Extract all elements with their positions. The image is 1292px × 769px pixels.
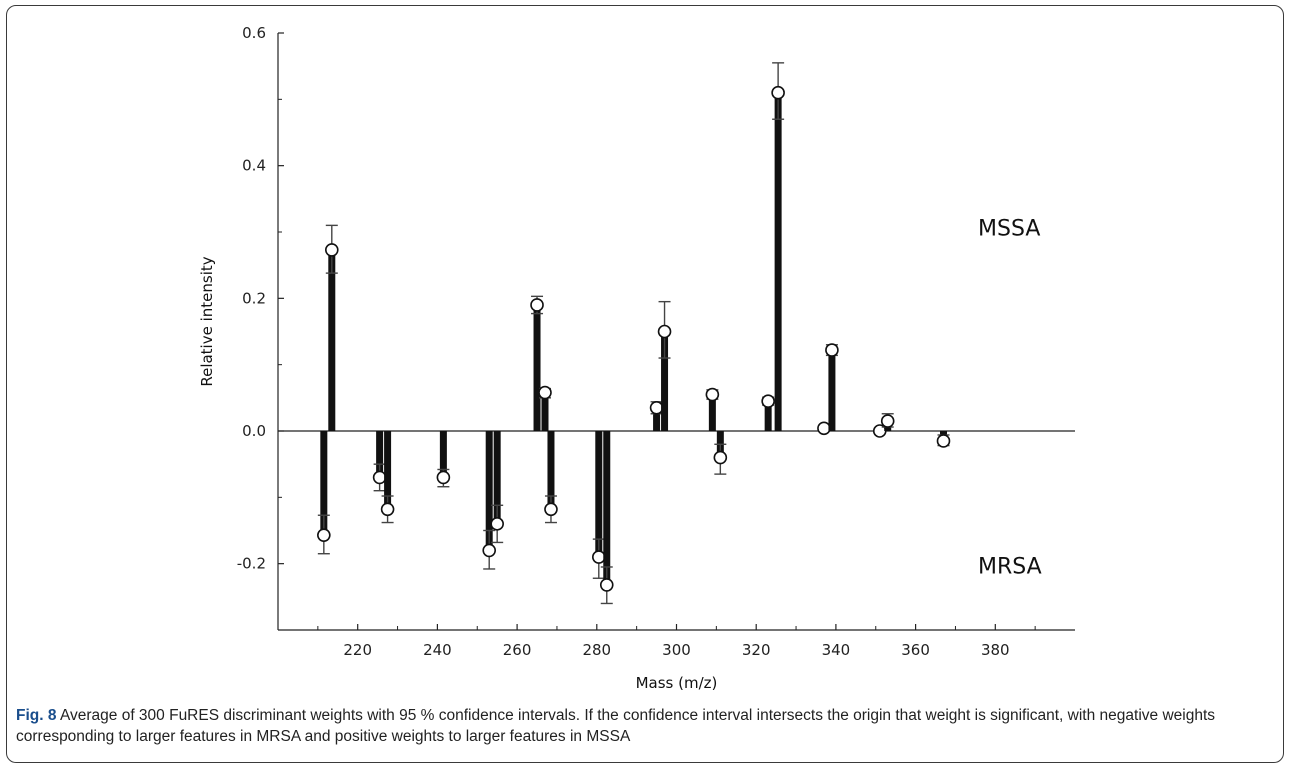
bar [828, 350, 836, 431]
data-point [936, 434, 951, 448]
bar [595, 431, 603, 558]
bar [533, 304, 541, 431]
data-point [880, 414, 895, 428]
data-point [436, 470, 451, 485]
bar [603, 431, 611, 585]
data-point [538, 385, 552, 400]
y-axis-label: Relative intensity [198, 256, 216, 386]
x-tick-label: 300 [662, 641, 691, 659]
bar [653, 407, 661, 431]
bar [493, 431, 501, 524]
data-point [482, 543, 497, 558]
bar [661, 331, 669, 431]
x-tick-label: 380 [981, 641, 1010, 659]
bar [376, 431, 384, 478]
bar [541, 392, 549, 431]
data-point [657, 324, 672, 339]
bar [439, 431, 447, 478]
x-axis-label: Mass (m/z) [636, 674, 718, 692]
axis-ticks: -0.2 0.0 0.2 0.4 0.6 220 240 260 280 300 320 340 360… [237, 24, 1036, 659]
axis-labels: Mass (m/z) Relative intensity MSSA MRSA [198, 216, 1042, 692]
data-point [591, 550, 606, 564]
bar [384, 431, 392, 510]
data-point [771, 85, 785, 100]
annotation-mssa: MSSA [978, 216, 1040, 241]
bar [774, 92, 782, 431]
data-point [599, 578, 614, 592]
data-point [649, 400, 664, 415]
data-point [825, 343, 839, 357]
data-point [817, 421, 831, 436]
x-tick-label: 340 [822, 641, 851, 659]
bar [328, 249, 336, 431]
chart: -0.2 0.0 0.2 0.4 0.6 220 240 260 280 300 320 340 360… [198, 24, 1075, 692]
caption-text: Average of 300 FuRES discriminant weight… [16, 707, 1216, 745]
bar [485, 431, 493, 551]
data-point [380, 502, 395, 517]
y-tick-label: -0.2 [237, 555, 266, 573]
bar [320, 431, 328, 536]
data-point [761, 394, 775, 408]
bar [764, 401, 772, 431]
x-tick-label: 220 [343, 641, 372, 659]
plot-frame [277, 33, 1075, 631]
x-tick-label: 240 [423, 641, 452, 659]
data-point [324, 243, 339, 257]
data-point [705, 387, 720, 402]
x-tick-label: 320 [742, 641, 771, 659]
data-point [490, 517, 504, 531]
x-tick-label: 360 [901, 641, 930, 659]
y-tick-label: 0.2 [242, 289, 266, 307]
data-point [317, 528, 331, 542]
x-tick-label: 260 [503, 641, 532, 659]
annotation-mrsa: MRSA [978, 555, 1042, 580]
y-tick-label: 0.6 [242, 24, 266, 42]
data-point [713, 450, 728, 465]
bar [547, 431, 555, 510]
data-point [372, 470, 387, 485]
figure-caption: Fig. 8 Average of 300 FuRES discriminant… [16, 705, 1266, 747]
x-tick-label: 280 [582, 641, 611, 659]
data-point [544, 502, 558, 517]
y-tick-label: 0.4 [242, 157, 266, 175]
bar [708, 394, 716, 431]
data-point [530, 298, 544, 312]
figure-frame [6, 5, 1284, 763]
y-tick-label: 0.0 [242, 422, 266, 440]
bars [317, 62, 951, 605]
caption-figure-id: Fig. 8 [16, 707, 57, 724]
